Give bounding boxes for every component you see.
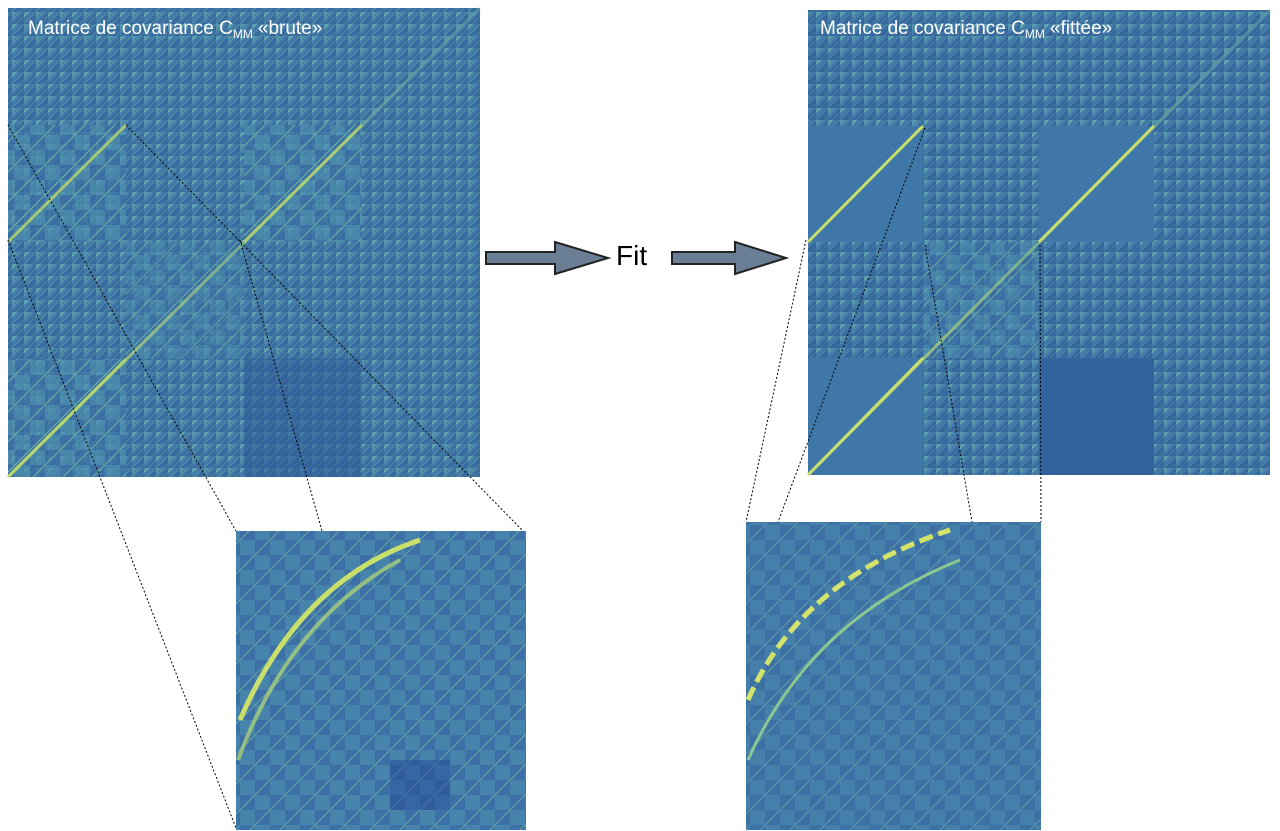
text: MM bbox=[232, 27, 253, 41]
fitted-zoom bbox=[745, 522, 1041, 830]
panel-title: Matrice de covariance CMM «fittée» bbox=[820, 18, 1112, 41]
raw-zoom bbox=[236, 531, 526, 830]
raw-matrix bbox=[6, 6, 482, 479]
text: Matrice de covariance C bbox=[820, 18, 1025, 39]
text: «fittée» bbox=[1049, 18, 1113, 39]
zoom-lines bbox=[7, 124, 1042, 829]
text: MM bbox=[1024, 27, 1045, 41]
arrow bbox=[485, 240, 612, 276]
arrow-label: Fit bbox=[616, 240, 648, 271]
fitted-matrix bbox=[806, 8, 1272, 477]
arrow bbox=[671, 240, 790, 276]
panel-title: Matrice de covariance CMM «brute» bbox=[28, 18, 322, 41]
text: Matrice de covariance C bbox=[28, 18, 233, 39]
text: «brute» bbox=[257, 18, 323, 39]
